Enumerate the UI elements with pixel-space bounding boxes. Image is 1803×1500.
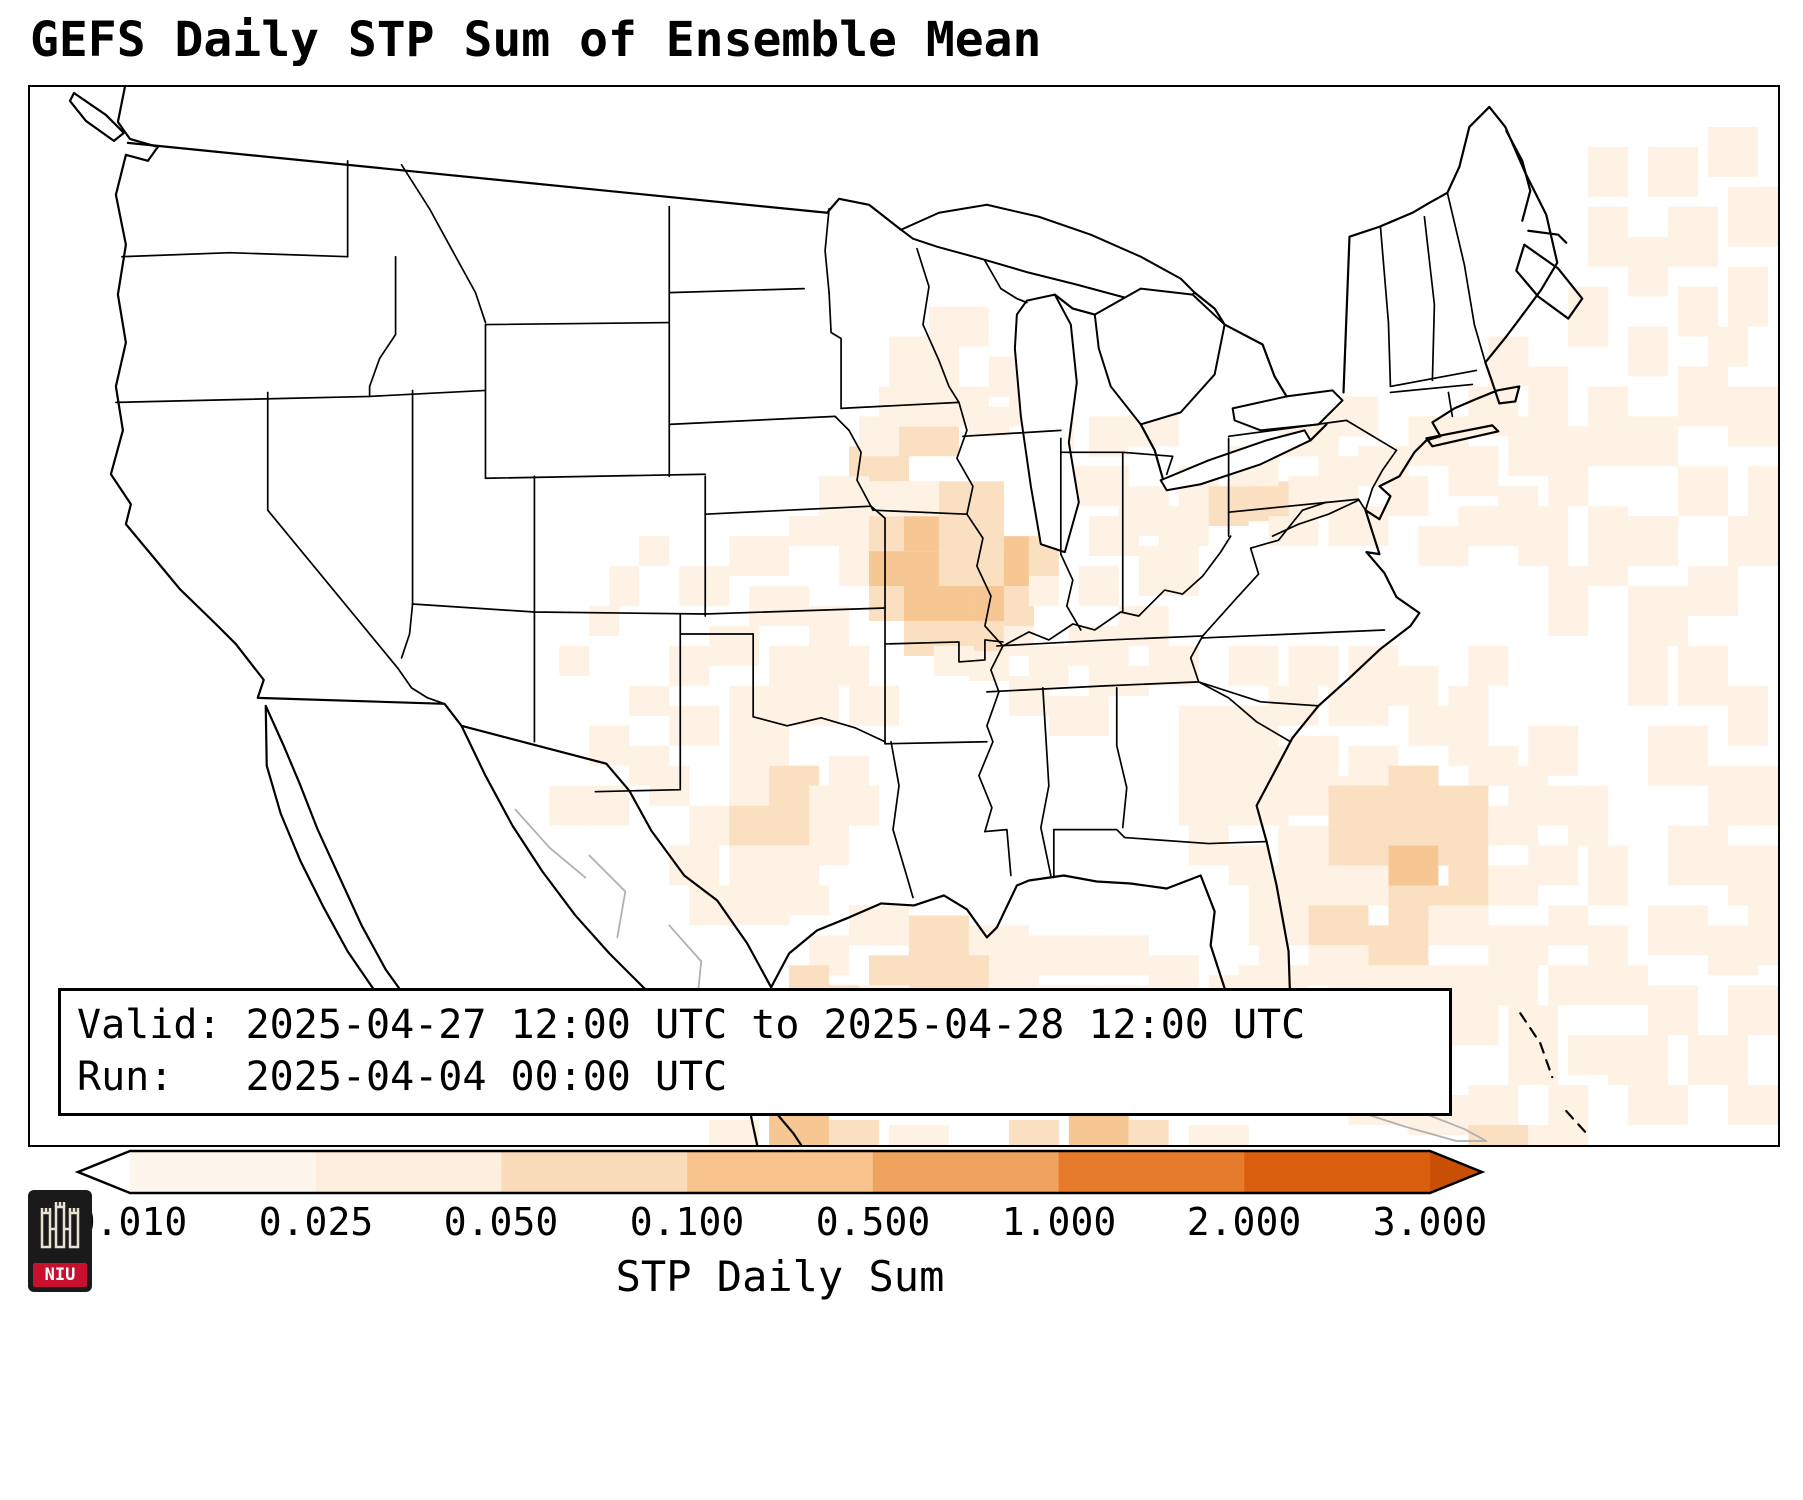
colorbar-tick: 0.050 [443,1200,559,1244]
info-box: Valid: 2025-04-27 12:00 UTC to 2025-04-2… [58,988,1452,1116]
niu-banner-text: NIU [33,1263,87,1287]
colorbar-tick: 0.025 [258,1200,374,1244]
map-frame: Valid: 2025-04-27 12:00 UTC to 2025-04-2… [28,85,1780,1147]
state-borders-layer [115,160,1487,899]
colorbar-right-arrow [1430,1151,1482,1193]
colorbar-tick: 0.100 [629,1200,745,1244]
colorbar-svg [74,1149,1486,1195]
castle-icon [28,1190,92,1263]
page-title: GEFS Daily STP Sum of Ensemble Mean [30,12,1042,68]
colorbar-tick: 1.000 [1001,1200,1117,1244]
colorbar-tick: 2.000 [1186,1200,1302,1244]
colorbar-label: STP Daily Sum [615,1252,945,1301]
colorbar-tick: 3.000 [1372,1200,1488,1244]
conus-map [68,87,1778,1145]
great-lakes-layer [900,203,1344,554]
run-time-text: Run: 2025-04-04 00:00 UTC [77,1054,728,1100]
colorbar-tick: 0.500 [815,1200,931,1244]
valid-time-text: Valid: 2025-04-27 12:00 UTC to 2025-04-2… [77,1002,1306,1048]
colorbar-left-arrow [78,1151,130,1193]
colorbar-segments [130,1151,1431,1193]
niu-logo: NIU [28,1190,92,1292]
colorbar [50,1147,1510,1197]
